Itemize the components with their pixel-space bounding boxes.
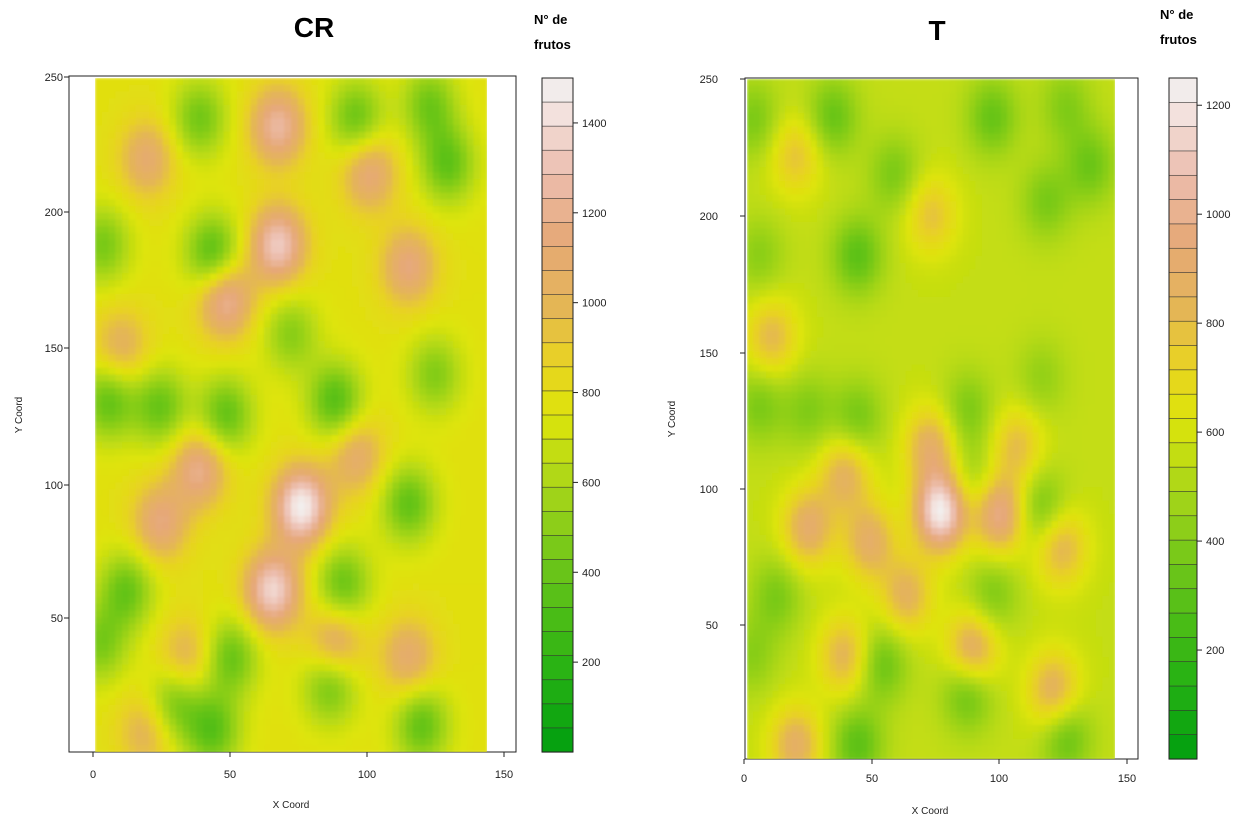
- x-tick-label: 150: [1118, 773, 1136, 785]
- y-tick-label: 50: [706, 620, 718, 632]
- y-tick-label: 150: [700, 348, 718, 360]
- legend-tick-label: 400: [582, 567, 600, 579]
- x-tick-label: 100: [990, 773, 1008, 785]
- legend-tick-label: 1000: [1206, 209, 1230, 221]
- y-tick-label: 200: [700, 211, 718, 223]
- legend-colorbar: [1168, 77, 1198, 760]
- legend-tick-label: 1200: [582, 208, 606, 220]
- legend-tick-label: 1000: [582, 298, 606, 310]
- x-tick-label: 50: [866, 773, 878, 785]
- legend-colorbar: [541, 77, 574, 753]
- y-tick-label: 100: [45, 480, 63, 492]
- legend-tick-label: 1400: [582, 118, 606, 130]
- y-axis-label: Y Coord: [14, 397, 25, 434]
- legend-tick-label: 600: [1206, 427, 1224, 439]
- legend-tick-label: 600: [582, 477, 600, 489]
- x-axis-label: X Coord: [273, 800, 310, 811]
- y-tick-label: 200: [45, 207, 63, 219]
- y-axis-label: Y Coord: [667, 401, 678, 438]
- legend-tick-label: 200: [1206, 645, 1224, 657]
- y-tick-label: 150: [45, 343, 63, 355]
- legend-tick-label: 800: [582, 388, 600, 400]
- legend-tick-label: 1200: [1206, 100, 1230, 112]
- chart-title: CR: [294, 12, 334, 43]
- legend-tick-label: 800: [1206, 318, 1224, 330]
- x-tick-label: 0: [90, 769, 96, 781]
- x-axis-label: X Coord: [912, 806, 949, 817]
- x-tick-label: 150: [495, 769, 513, 781]
- y-tick-label: 50: [51, 613, 63, 625]
- x-tick-label: 100: [358, 769, 376, 781]
- heatmap-field: [95, 78, 487, 752]
- chart-t-panel: T N° de frutos X Coord Y Coord 0 50 100 150…: [667, 7, 1230, 817]
- heatmap-field: [747, 79, 1115, 759]
- y-tick-label: 250: [45, 72, 63, 84]
- x-tick-label: 50: [224, 769, 236, 781]
- legend-tick-label: 400: [1206, 536, 1224, 548]
- y-tick-label: 250: [700, 74, 718, 86]
- legend-title-line-1: N° de: [1160, 7, 1193, 22]
- legend-title-line-1: N° de: [534, 12, 567, 27]
- y-tick-label: 100: [700, 484, 718, 496]
- legend-title-line-2: frutos: [1160, 32, 1197, 47]
- x-tick-label: 0: [741, 773, 747, 785]
- legend-tick-label: 200: [582, 657, 600, 669]
- chart-cr-panel: CR N° de frutos X Coord Y Coord 0 50 100 15…: [14, 12, 606, 811]
- legend-title-line-2: frutos: [534, 37, 571, 52]
- chart-title: T: [928, 15, 945, 46]
